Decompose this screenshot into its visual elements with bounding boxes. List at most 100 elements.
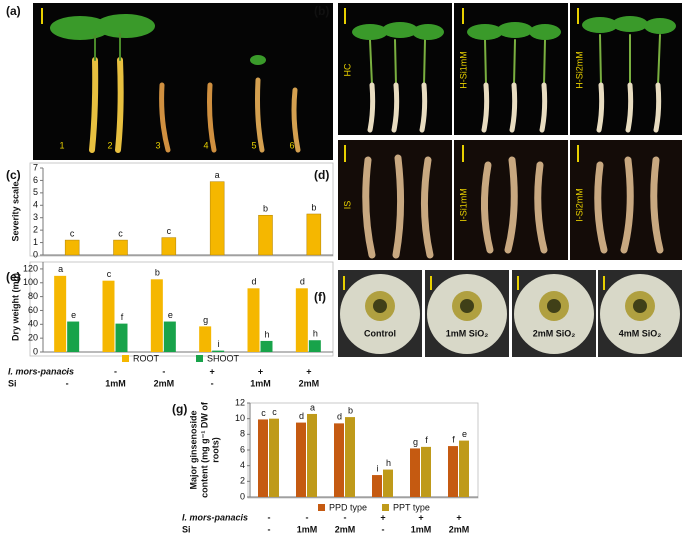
- photo-label: 2mM SiO₂: [533, 328, 576, 338]
- y-tick-label: 12: [235, 397, 245, 407]
- legend-label: PPT type: [393, 502, 430, 512]
- photo-label: 1mM SiO₂: [446, 328, 489, 338]
- significance-letter: b: [348, 405, 353, 415]
- panel-letter: (g): [172, 402, 187, 416]
- treatment-name: Si: [8, 378, 17, 388]
- significance-letter: c: [261, 408, 266, 418]
- treatment-value: 1mM: [250, 378, 271, 388]
- legend-swatch: [196, 355, 203, 362]
- bar: [247, 288, 260, 352]
- y-axis-label: Dry weight (mg): [10, 273, 20, 341]
- y-tick-label: 5: [33, 187, 38, 197]
- treatment-name: I. mors-panacis: [182, 512, 248, 522]
- photo-label: 4mM SiO₂: [619, 328, 662, 338]
- bar: [54, 275, 67, 352]
- legend-label: SHOOT: [207, 353, 240, 363]
- bar: [295, 288, 308, 352]
- photo-label: 1: [59, 140, 64, 150]
- panel-letter: (b): [314, 4, 329, 18]
- bar: [64, 239, 80, 256]
- treatment-value: -: [211, 378, 214, 388]
- y-axis-label: Severity scale: [10, 181, 20, 241]
- y-tick-label: 60: [28, 305, 38, 315]
- y-axis-label: content (mg g⁻¹ DW of: [199, 401, 209, 498]
- bar: [383, 469, 393, 497]
- treatment-value: -: [162, 366, 165, 376]
- bar: [115, 323, 128, 352]
- panel-letter: (a): [6, 4, 21, 18]
- significance-letter: d: [299, 411, 304, 421]
- significance-letter: c: [107, 269, 112, 279]
- significance-letter: a: [310, 402, 315, 412]
- bar: [459, 440, 469, 497]
- bar: [212, 350, 225, 352]
- bar: [113, 239, 128, 256]
- photo-label: 6: [289, 140, 294, 150]
- photo-label: IS: [342, 201, 352, 210]
- significance-letter: b: [311, 202, 316, 212]
- significance-letter: b: [263, 204, 268, 214]
- photo-label: 4: [203, 140, 208, 150]
- bar: [67, 321, 80, 352]
- significance-letter: c: [272, 407, 277, 417]
- y-tick-label: 2: [33, 225, 38, 235]
- significance-letter: c: [167, 226, 172, 236]
- plants-b: [352, 16, 676, 133]
- bar: [260, 340, 273, 352]
- significance-letter: i: [377, 463, 379, 473]
- treatment-value: -: [114, 366, 117, 376]
- significance-letter: b: [155, 268, 160, 278]
- y-tick-label: 0: [240, 491, 245, 501]
- photo-label: HC: [342, 63, 352, 76]
- legend-swatch: [318, 504, 325, 511]
- treatment-value: +: [380, 512, 385, 522]
- y-tick-label: 2: [240, 476, 245, 486]
- y-tick-label: 1: [33, 237, 38, 247]
- bar: [421, 446, 431, 497]
- bar: [258, 419, 268, 497]
- bar: [308, 340, 321, 352]
- photo-label: I-Si1mM: [458, 188, 468, 222]
- significance-letter: f: [121, 312, 124, 322]
- plants-a: [50, 14, 301, 153]
- photo-label: I-Si2mM: [574, 188, 584, 222]
- chart-frame: [29, 261, 334, 357]
- photo-label: 5: [251, 140, 256, 150]
- y-tick-label: 80: [28, 291, 38, 301]
- y-tick-label: 4: [240, 460, 245, 470]
- treatment-value: 1mM: [411, 524, 432, 534]
- bar: [410, 448, 420, 497]
- legend-label: ROOT: [133, 353, 160, 363]
- petri-dishes: [340, 274, 680, 354]
- significance-letter: h: [264, 329, 269, 339]
- bar: [296, 422, 306, 497]
- treatment-value: -: [268, 512, 271, 522]
- bar: [334, 423, 344, 497]
- treatment-value: 2mM: [335, 524, 356, 534]
- legend-swatch: [122, 355, 129, 362]
- significance-letter: h: [386, 458, 391, 468]
- bar: [199, 326, 212, 352]
- panel-letter: (f): [314, 290, 326, 304]
- treatment-value: -: [306, 512, 309, 522]
- bar: [258, 214, 273, 256]
- y-tick-label: 4: [33, 200, 38, 210]
- bar: [163, 321, 176, 352]
- significance-letter: d: [251, 277, 256, 287]
- significance-letter: d: [337, 412, 342, 422]
- photo-label: Control: [364, 328, 396, 338]
- roots-d: [362, 154, 664, 259]
- y-tick-label: 6: [240, 444, 245, 454]
- treatment-value: -: [66, 378, 69, 388]
- significance-letter: f: [425, 435, 428, 445]
- bar: [269, 418, 279, 497]
- y-tick-label: 0: [33, 346, 38, 356]
- bar: [448, 446, 458, 497]
- y-tick-label: 0: [33, 249, 38, 259]
- significance-letter: e: [168, 310, 173, 320]
- significance-letter: e: [462, 429, 467, 439]
- bar: [150, 279, 163, 352]
- bar: [209, 181, 225, 256]
- photo-label: 2: [107, 140, 112, 150]
